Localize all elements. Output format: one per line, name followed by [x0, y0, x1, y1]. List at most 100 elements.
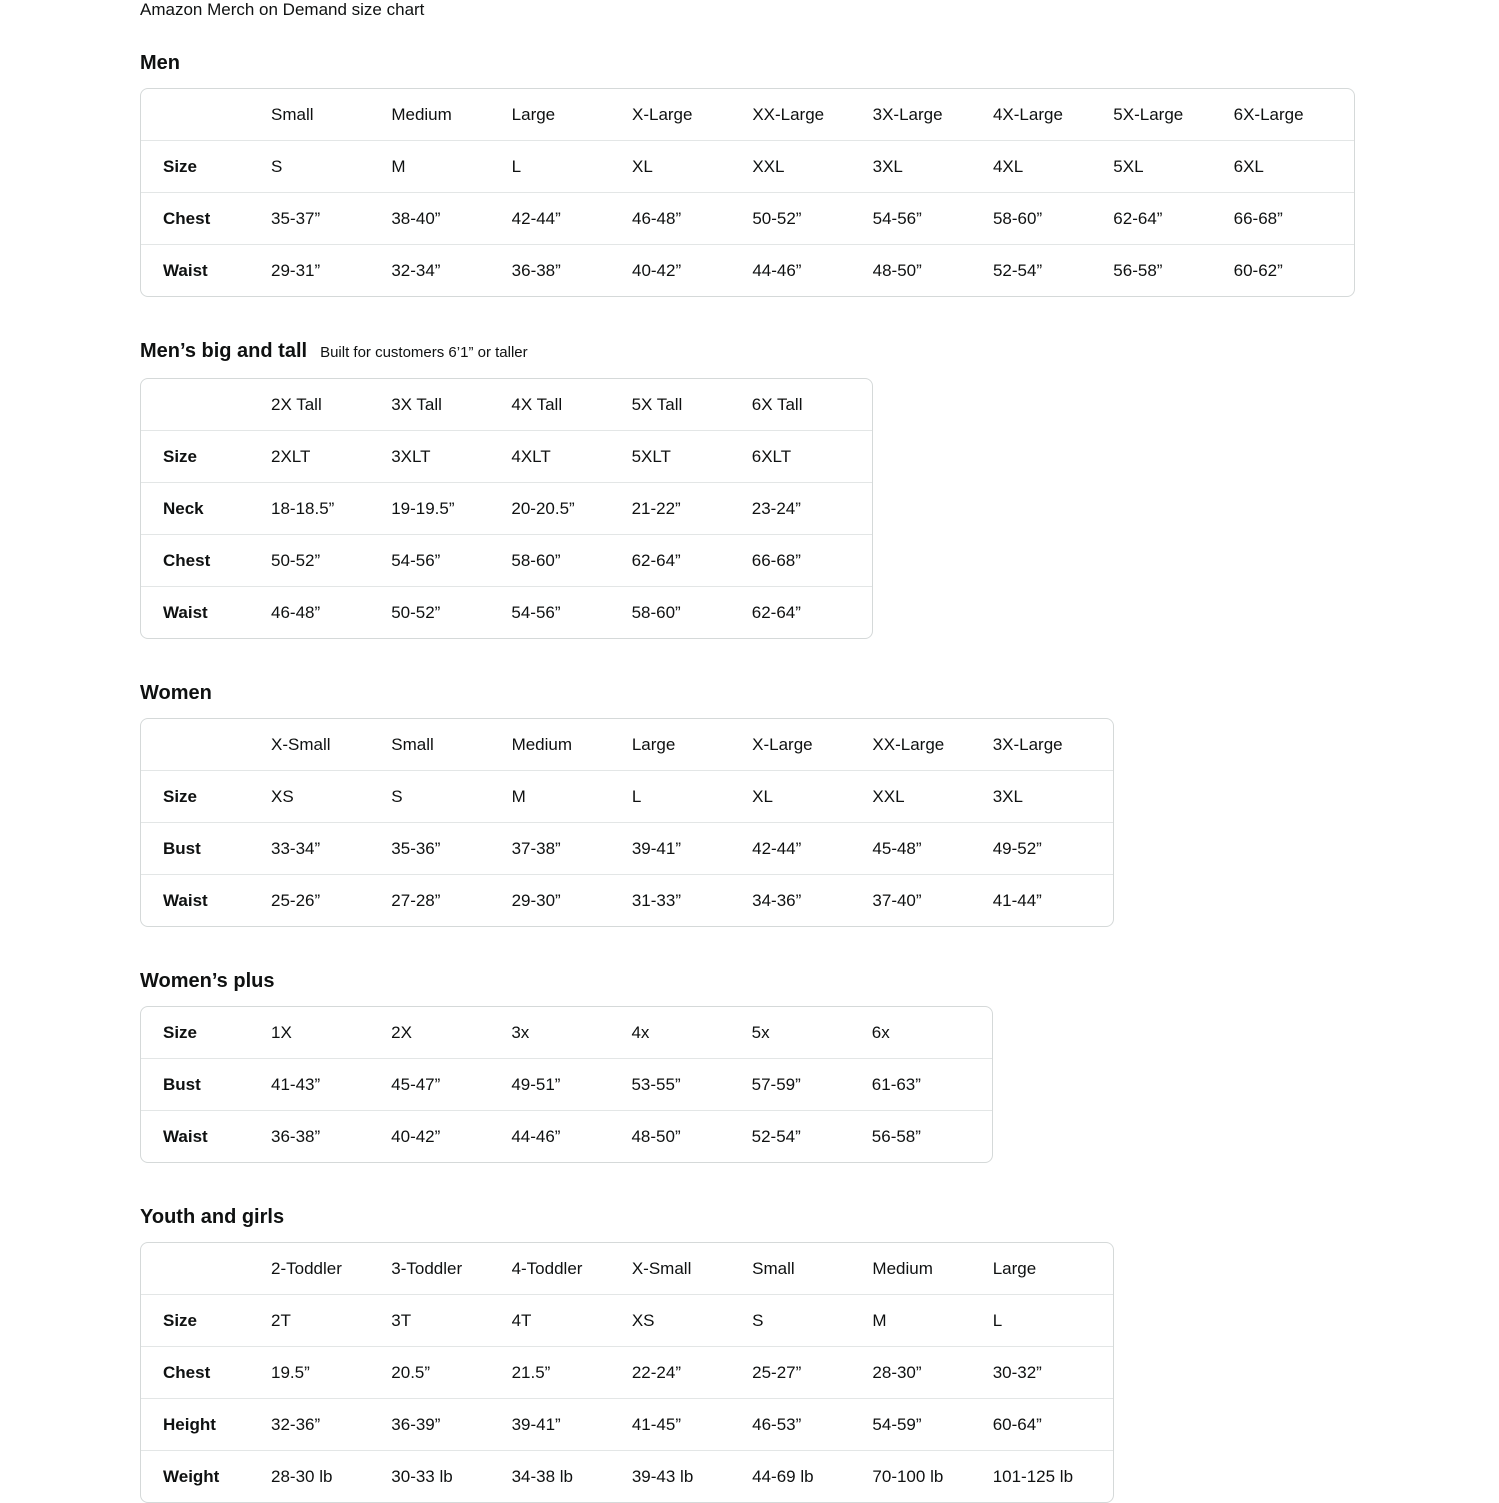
- table-cell: 36-38”: [511, 244, 632, 296]
- column-header: 5X Tall: [631, 394, 683, 414]
- table-cell: 50-52”: [752, 192, 873, 244]
- section-heading: Women’s plus: [140, 970, 275, 992]
- column-header: Medium: [511, 734, 573, 754]
- column-header: 6X Tall: [751, 394, 803, 414]
- table-cell: 34-38 lb: [511, 1450, 632, 1502]
- row-label: Neck: [141, 482, 271, 534]
- table-cell: XS: [271, 770, 392, 822]
- row-label: Waist: [141, 586, 271, 638]
- table-cell: S: [271, 140, 392, 192]
- table-cell: 4XL: [992, 140, 1114, 192]
- table-cell: 32-34”: [391, 244, 512, 296]
- table-cell: 5x: [751, 1022, 770, 1042]
- table-cell: M: [872, 1294, 993, 1346]
- column-header: 3X-Large: [992, 734, 1063, 754]
- table-row: Bust 33-34” 35-36” 37-38” 39-41” 42-44” 45-48”…: [141, 822, 1113, 874]
- table-cell: 3XL: [992, 770, 1113, 822]
- table-cell: 54-56”: [872, 192, 993, 244]
- row-label: Size: [163, 1022, 198, 1042]
- row-label-blank: [141, 89, 271, 140]
- table-cell: 36-39”: [391, 1398, 512, 1450]
- table-cell: 70-100 lb: [872, 1450, 993, 1502]
- table-cell: 62-64”: [751, 586, 872, 638]
- row-label: Waist: [141, 874, 271, 926]
- table-cell: 19.5”: [271, 1346, 392, 1398]
- section-men: Men Small Medium Large X-Large XX-Large 3X-La…: [140, 51, 1499, 297]
- table-cell: 41-43”: [271, 1058, 392, 1110]
- section-heading: Men’s big and tall: [140, 340, 308, 362]
- table-cell: 39-41”: [511, 1398, 632, 1450]
- table-row: Height 32-36” 36-39” 39-41” 41-45” 46-53” 54-5…: [141, 1398, 1113, 1450]
- column-header: Large: [992, 1258, 1037, 1278]
- row-label: Bust: [141, 822, 271, 874]
- table-cell: 52-54”: [992, 244, 1114, 296]
- table-cell: 45-47”: [391, 1058, 512, 1110]
- section-heading: Women: [140, 682, 212, 704]
- table-row: Waist 25-26” 27-28” 29-30” 31-33” 34-36” 37-40…: [141, 874, 1113, 926]
- table-cell: 3x: [511, 1022, 530, 1042]
- table-cell: 21-22”: [631, 482, 752, 534]
- table-row: Neck 18-18.5” 19-19.5” 20-20.5” 21-22” 23-24”: [141, 482, 872, 534]
- table-cell: 2XLT: [271, 430, 392, 482]
- section-youth-and-girls: Youth and girls 2-Toddler 3-Toddler 4-Todd…: [140, 1205, 1499, 1503]
- table-cell: 6x: [871, 1022, 890, 1042]
- table-cell: 50-52”: [391, 586, 512, 638]
- row-label-blank: [141, 719, 271, 770]
- table-cell: 60-62”: [1233, 244, 1354, 296]
- table-cell: 46-48”: [271, 586, 392, 638]
- column-header: Small: [391, 734, 434, 754]
- table-row: Chest 19.5” 20.5” 21.5” 22-24” 25-27” 28-30” 30…: [141, 1346, 1113, 1398]
- table-cell: 20-20.5”: [511, 482, 632, 534]
- table-cell: 45-48”: [872, 822, 993, 874]
- table-cell: 27-28”: [391, 874, 512, 926]
- table-cell: XXL: [872, 770, 993, 822]
- table-cell: 32-36”: [271, 1398, 392, 1450]
- table-cell: 53-55”: [631, 1058, 752, 1110]
- table-cell: 2X: [391, 1022, 412, 1042]
- table-cell: 58-60”: [631, 586, 752, 638]
- table-cell: 5XL: [1113, 140, 1234, 192]
- table-cell: 35-37”: [271, 192, 392, 244]
- table-cell: 61-63”: [871, 1058, 992, 1110]
- table-cell: 46-53”: [752, 1398, 873, 1450]
- table-cell: 33-34”: [271, 822, 392, 874]
- table-cell: 28-30 lb: [271, 1450, 392, 1502]
- table-cell: S: [752, 1294, 873, 1346]
- table-header-row: X-Small Small Medium Large X-Large XX-Large 3X…: [141, 719, 1113, 770]
- section-subtitle: Built for customers 6’1” or taller: [320, 344, 528, 361]
- table-cell: 44-69 lb: [752, 1450, 873, 1502]
- table-header-row: Small Medium Large X-Large XX-Large 3X-Large 4…: [141, 89, 1354, 140]
- size-table: X-Small Small Medium Large X-Large XX-Large 3X…: [140, 718, 1114, 927]
- row-label: Chest: [141, 192, 271, 244]
- table-cell: 50-52”: [271, 534, 392, 586]
- table-row: Waist 46-48” 50-52” 54-56” 58-60” 62-64”: [141, 586, 872, 638]
- row-label: Size: [141, 770, 271, 822]
- table-cell: 23-24”: [751, 482, 872, 534]
- table-row: Waist 36-38” 40-42” 44-46” 48-50” 52-54” 56-58…: [141, 1110, 992, 1162]
- table-cell: 20.5”: [391, 1346, 512, 1398]
- table-cell: 6XL: [1233, 140, 1354, 192]
- row-label: Chest: [141, 1346, 271, 1398]
- table-cell: 4x: [631, 1022, 650, 1042]
- table-cell: L: [992, 1294, 1113, 1346]
- table-cell: 54-59”: [872, 1398, 993, 1450]
- table-cell: 37-40”: [872, 874, 993, 926]
- size-table: 2X Tall 3X Tall 4X Tall 5X Tall 6X Tall Size 2…: [140, 378, 873, 639]
- table-cell: XXL: [752, 140, 873, 192]
- table-cell: 5XLT: [631, 430, 752, 482]
- table-cell: 44-46”: [511, 1110, 632, 1162]
- table-cell: 66-68”: [751, 534, 872, 586]
- row-label: Waist: [141, 244, 271, 296]
- row-label: Size: [141, 430, 271, 482]
- column-header: Medium: [391, 104, 452, 124]
- table-row: Size S M L XL XXL 3XL 4XL 5XL 6XL: [141, 140, 1354, 192]
- column-header: Small: [752, 1258, 795, 1278]
- table-row: Chest 35-37” 38-40” 42-44” 46-48” 50-52” 54-56…: [141, 192, 1354, 244]
- table-cell: 3T: [391, 1294, 512, 1346]
- table-cell: 21.5”: [511, 1346, 632, 1398]
- table-cell: 25-27”: [752, 1346, 873, 1398]
- table-cell: 34-36”: [752, 874, 873, 926]
- table-cell: XL: [631, 140, 753, 192]
- table-cell: 46-48”: [631, 192, 753, 244]
- table-cell: 49-51”: [511, 1058, 632, 1110]
